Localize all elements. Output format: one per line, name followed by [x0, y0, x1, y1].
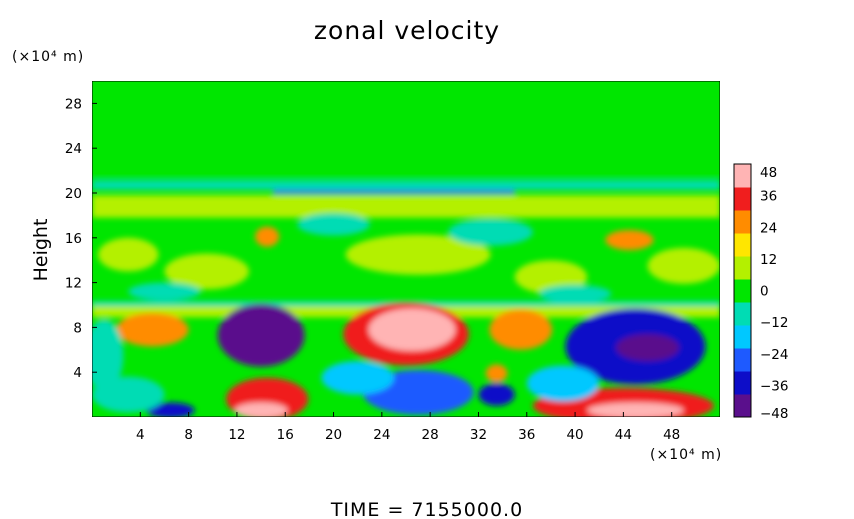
x-unit-label: (×10⁴ m) [650, 447, 722, 463]
field-cell-12 [116, 312, 189, 347]
field-cell-26 [605, 229, 654, 251]
field-cell-6 [217, 303, 305, 367]
colorbar-swatch-2 [734, 348, 751, 372]
colorbar-swatch-5 [734, 279, 751, 303]
x-tick-label-36: 36 [518, 427, 535, 443]
colorbar-label--24: −24 [760, 347, 789, 363]
y-unit-label: (×10⁴ m) [12, 49, 84, 65]
x-tick-label-48: 48 [663, 427, 680, 443]
colorbar-frame [733, 163, 752, 418]
x-tick-label-12: 12 [228, 427, 245, 443]
field-cell-32 [297, 213, 370, 236]
field-band-2 [92, 195, 720, 218]
field-cell-15 [234, 402, 288, 417]
field-cell-13 [92, 319, 124, 392]
colorbar-swatch-3 [734, 325, 751, 349]
field-band-4 [273, 189, 515, 194]
x-tick-label-8: 8 [184, 427, 193, 443]
field-cell-27 [164, 253, 249, 290]
field-cell-22 [321, 361, 394, 395]
field-cell-24 [92, 376, 165, 413]
field-cell-31 [98, 237, 159, 272]
y-tick-label-20: 20 [65, 186, 82, 202]
field-cell-10 [368, 308, 456, 351]
field-cell-19 [587, 402, 684, 417]
field-cell-30 [647, 247, 720, 284]
y-tick-label-24: 24 [65, 141, 82, 157]
x-axis: 4 8 12 16 20 24 28 32 36 40 44 48 [136, 412, 680, 443]
colorbar-swatch-4 [734, 302, 751, 326]
field-cell-21 [485, 364, 508, 383]
colorbar-swatch-0 [734, 394, 751, 418]
field-cell-35 [538, 284, 612, 303]
colorbar-swatch-8 [734, 210, 751, 234]
x-tick-label-4: 4 [136, 427, 145, 443]
colorbar-label-48: 48 [760, 165, 777, 181]
colorbar-label-0: 0 [760, 284, 769, 300]
time-label: TIME = 7155000.0 [330, 499, 523, 519]
field-cell-20 [146, 402, 195, 417]
field-band-3 [92, 180, 720, 190]
chart-title: zonal velocity [314, 16, 500, 45]
y-tick-label-8: 8 [73, 320, 82, 336]
field-cell-34 [128, 282, 201, 301]
colorbar-label--36: −36 [760, 378, 789, 394]
colorbar-swatch-7 [734, 233, 751, 257]
x-tick-label-16: 16 [277, 427, 294, 443]
field-cell-28 [345, 234, 491, 275]
colorbar: 48 36 24 12 0 −12 −24 −36 −48 [733, 163, 789, 422]
y-tick-label-12: 12 [65, 276, 82, 292]
field-cell-33 [448, 218, 533, 246]
y-tick-label-16: 16 [65, 231, 82, 247]
colorbar-label-12: 12 [760, 252, 777, 268]
x-tick-label-40: 40 [566, 427, 583, 443]
colorbar-label-24: 24 [760, 220, 777, 236]
field-band-5 [92, 171, 720, 179]
colorbar-swatch-9 [734, 187, 751, 211]
colorbar-swatch-1 [734, 371, 751, 395]
x-tick-label-20: 20 [325, 427, 342, 443]
colorbar-label-36: 36 [760, 189, 777, 205]
colorbar-swatch-10 [734, 164, 751, 188]
y-tick-label-28: 28 [65, 96, 82, 112]
y-tick-label-4: 4 [73, 365, 82, 381]
x-tick-label-24: 24 [373, 427, 390, 443]
field-cell-17 [478, 383, 515, 406]
y-axis-label: Height [30, 219, 52, 282]
colorbar-label--48: −48 [760, 406, 789, 422]
x-tick-label-32: 32 [470, 427, 487, 443]
plot-area [92, 81, 720, 417]
y-axis: 4 8 12 16 20 24 28 [65, 96, 97, 381]
colorbar-swatch-6 [734, 256, 751, 280]
field-cell-25 [255, 226, 280, 247]
x-tick-label-44: 44 [615, 427, 632, 443]
field-cell-8 [616, 334, 679, 361]
field-cell-23 [526, 365, 600, 402]
colorbar-label--12: −12 [760, 315, 789, 331]
field-cell-11 [489, 309, 553, 350]
x-tick-label-28: 28 [422, 427, 439, 443]
